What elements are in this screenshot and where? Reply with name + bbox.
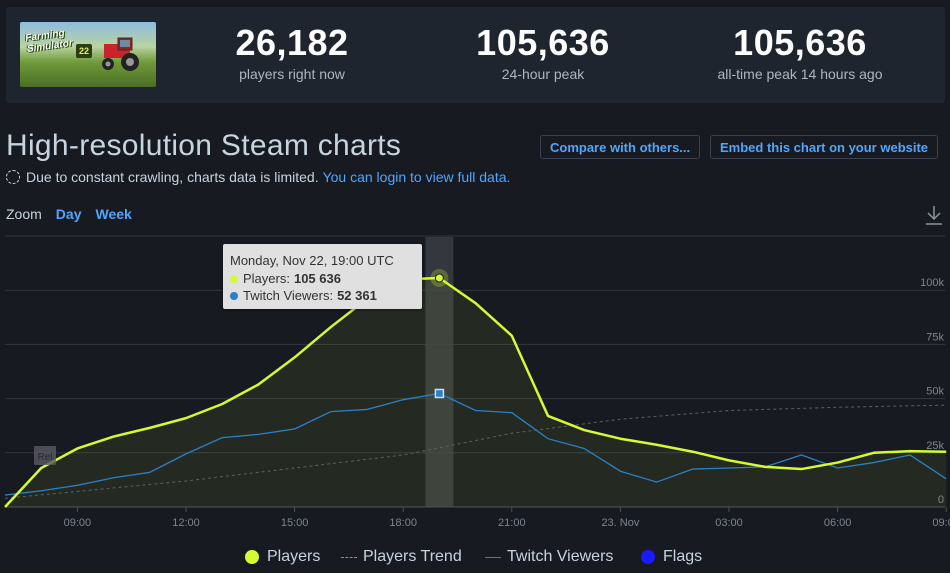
embed-chart-button[interactable]: Embed this chart on your website xyxy=(710,135,939,159)
zoom-week-button[interactable]: Week xyxy=(95,206,132,222)
players-line xyxy=(4,276,947,508)
zoom-controls: Zoom Day Week xyxy=(6,206,132,222)
tractor-icon xyxy=(102,37,139,71)
x-tick-label: 23. Nov xyxy=(601,517,639,529)
current-players-stat: 26,182 players right now xyxy=(235,22,349,83)
twitch-legend-icon xyxy=(485,556,501,558)
legend-flags[interactable]: Flags xyxy=(641,548,702,566)
twitch-viewers-line xyxy=(4,392,947,496)
y-tick-label: 100k xyxy=(920,277,944,289)
players-legend-icon xyxy=(245,550,259,564)
download-icon[interactable] xyxy=(924,204,944,226)
trend-legend-icon xyxy=(341,556,357,558)
x-tick-label: 12:00 xyxy=(172,517,200,529)
game-logo-number: 22 xyxy=(76,44,92,58)
twitch-dot-icon xyxy=(230,291,238,300)
y-tick-label: 75k xyxy=(926,331,944,343)
svg-text:Rel: Rel xyxy=(37,452,52,463)
game-logo: Farming Simulator xyxy=(24,27,74,56)
x-tick-label: 03:00 xyxy=(715,517,743,529)
legend-twitch-viewers[interactable]: Twitch Viewers xyxy=(485,548,613,566)
game-capsule-image[interactable]: Farming Simulator 22 xyxy=(20,22,156,87)
y-tick-label: 50k xyxy=(926,386,944,398)
twitch-hover-marker xyxy=(434,388,445,399)
x-tick-label: 15:00 xyxy=(281,517,309,529)
compare-button[interactable]: Compare with others... xyxy=(540,135,701,159)
24h-peak-stat: 105,636 24-hour peak xyxy=(476,22,610,83)
x-axis-labels: 09:00 12:00 15:00 18:00 21:00 23. Nov 03:00 06:… xyxy=(64,507,950,529)
x-tick-label: 06:00 xyxy=(824,517,852,529)
players-hover-marker xyxy=(434,273,444,283)
zoom-day-button[interactable]: Day xyxy=(55,206,82,222)
all-time-peak-stat: 105,636 all-time peak 14 hours ago xyxy=(717,22,883,83)
y-tick-label: 25k xyxy=(926,440,944,452)
flags-legend-icon xyxy=(641,550,655,564)
legend-players[interactable]: Players xyxy=(245,548,320,566)
login-link[interactable]: You can login to view full data. xyxy=(322,169,511,185)
x-tick-label: 09:00 xyxy=(64,517,92,529)
chart-tooltip: Monday, Nov 22, 19:00 UTC Players: 105 6… xyxy=(223,244,422,309)
stats-bar: Farming Simulator 22 26,182 players righ… xyxy=(6,7,945,103)
chart-legend: Players Players Trend Twitch Viewers Fla… xyxy=(0,548,950,568)
release-flag[interactable]: Rel xyxy=(34,446,56,465)
x-tick-label: 09:00 xyxy=(932,517,950,529)
x-tick-label: 21:00 xyxy=(498,517,526,529)
x-tick-label: 18:00 xyxy=(389,517,417,529)
loading-circle-icon xyxy=(6,170,20,184)
y-axis-labels: 100k 75k 50k 25k 0 xyxy=(920,277,944,506)
players-trend-line xyxy=(4,404,947,499)
legend-players-trend[interactable]: Players Trend xyxy=(341,548,462,566)
players-dot-icon xyxy=(230,274,238,283)
page-title: High-resolution Steam charts xyxy=(6,129,402,162)
chart-grid xyxy=(5,235,945,508)
players-area-fill xyxy=(5,277,947,507)
data-limited-notice: Due to constant crawling, charts data is… xyxy=(6,169,510,185)
y-tick-label: 0 xyxy=(938,494,944,506)
player-count-chart[interactable]: 100k 75k 50k 25k 0 09:00 12:00 15:00 18:00 21:00… xyxy=(0,230,950,535)
